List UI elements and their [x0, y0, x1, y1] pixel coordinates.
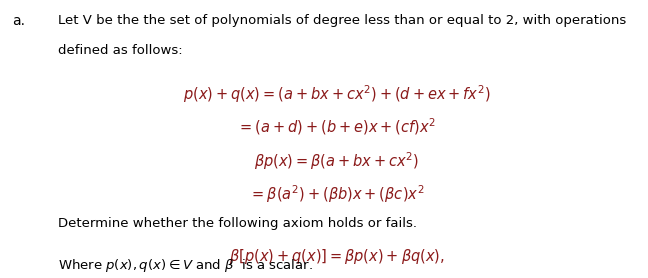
Text: Let V be the the set of polynomials of degree less than or equal to 2, with oper: Let V be the the set of polynomials of d… — [58, 14, 627, 27]
Text: Determine whether the following axiom holds or fails.: Determine whether the following axiom ho… — [58, 217, 417, 230]
Text: $= \beta(a^2) + (\beta b)x + (\beta c)x^2$: $= \beta(a^2) + (\beta b)x + (\beta c)x^… — [249, 183, 424, 205]
Text: $\beta p(x) = \beta(a + bx + cx^2)$: $\beta p(x) = \beta(a + bx + cx^2)$ — [254, 150, 420, 172]
Text: $= (a + d) + (b + e)x + (cf)x^2$: $= (a + d) + (b + e)x + (cf)x^2$ — [237, 117, 437, 137]
Text: Where $p(x), q(x) \in V$ and $\beta$  is a scalar.: Where $p(x), q(x) \in V$ and $\beta$ is … — [58, 257, 313, 274]
Text: a.: a. — [12, 14, 25, 28]
Text: $\beta[p(x) + q(x)] = \beta p(x) + \beta q(x),$: $\beta[p(x) + q(x)] = \beta p(x) + \beta… — [229, 247, 445, 266]
Text: $p(x) + q(x) = (a + bx + cx^2) + (d + ex + fx^2)$: $p(x) + q(x) = (a + bx + cx^2) + (d + ex… — [183, 83, 491, 105]
Text: defined as follows:: defined as follows: — [58, 44, 183, 58]
